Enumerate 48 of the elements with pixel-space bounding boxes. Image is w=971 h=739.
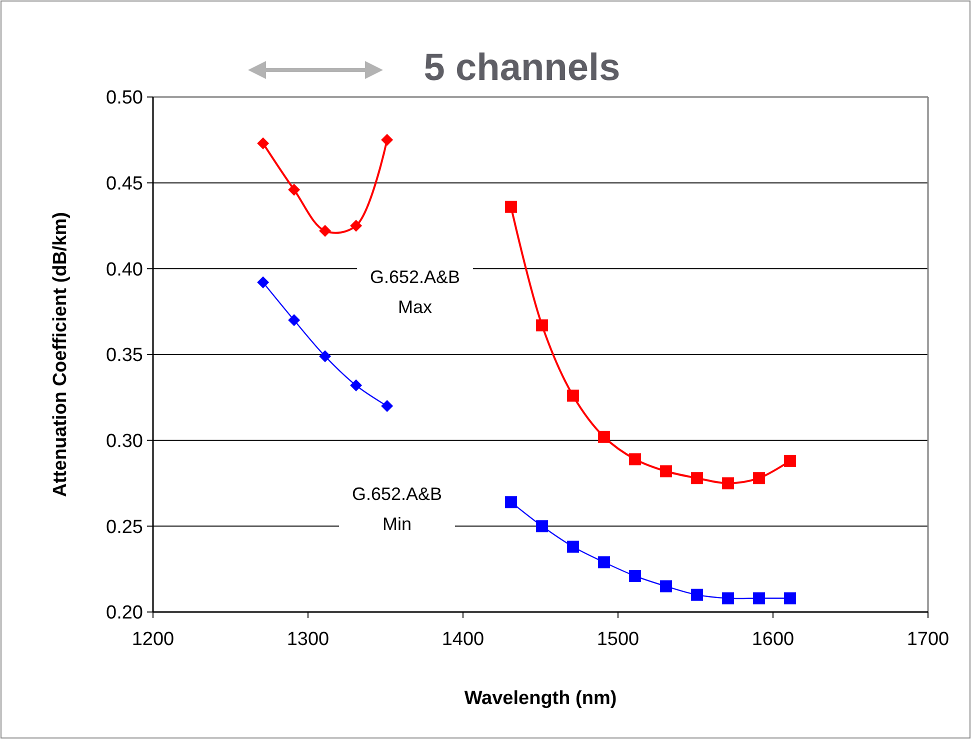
point	[319, 224, 332, 237]
point	[257, 137, 270, 150]
point	[350, 379, 362, 392]
x-tick-label: 1300	[286, 629, 330, 650]
point	[598, 556, 610, 568]
point	[536, 520, 548, 532]
point	[660, 580, 672, 592]
y-axis-title: Attenuation Coefficient (dB/km)	[50, 212, 71, 497]
annotation: G.652.A&B Max	[370, 267, 460, 317]
point	[629, 453, 642, 466]
y-tick-label: 0.20	[106, 602, 143, 624]
point	[381, 400, 394, 412]
y-tick-label: 0.50	[106, 88, 143, 109]
point	[257, 276, 270, 288]
point	[567, 540, 580, 553]
point	[784, 454, 796, 467]
point	[691, 588, 704, 601]
point	[598, 430, 610, 443]
point	[722, 477, 734, 490]
text: 5 channels	[424, 47, 620, 89]
x-tick-label: 1700	[906, 629, 950, 650]
point	[784, 592, 796, 604]
point	[629, 570, 642, 582]
point	[288, 184, 300, 196]
y-tick-label: 0.40	[106, 259, 143, 280]
point	[753, 592, 766, 604]
point	[536, 319, 548, 332]
y-tick-label: 0.30	[106, 430, 143, 452]
y-tick-label: 0.45	[106, 173, 143, 194]
point	[505, 496, 518, 508]
point	[691, 472, 704, 484]
annotation: G.652.A&B Min	[352, 484, 442, 534]
point	[505, 200, 518, 213]
point	[350, 220, 362, 232]
x-tick-label: 1200	[132, 629, 174, 650]
point	[381, 134, 394, 146]
y-tick-label: 0.25	[106, 516, 143, 538]
point	[660, 465, 672, 478]
point	[567, 390, 580, 402]
point	[288, 314, 300, 326]
y-tick-label: 0.35	[106, 345, 143, 366]
point	[722, 592, 734, 604]
point	[319, 350, 332, 362]
x-tick-label: 1500	[596, 629, 640, 650]
x-axis-title: Wavelength (nm)	[464, 688, 617, 709]
point	[753, 472, 766, 484]
x-tick-label: 1400	[442, 629, 484, 650]
x-tick-label: 1600	[752, 629, 794, 650]
